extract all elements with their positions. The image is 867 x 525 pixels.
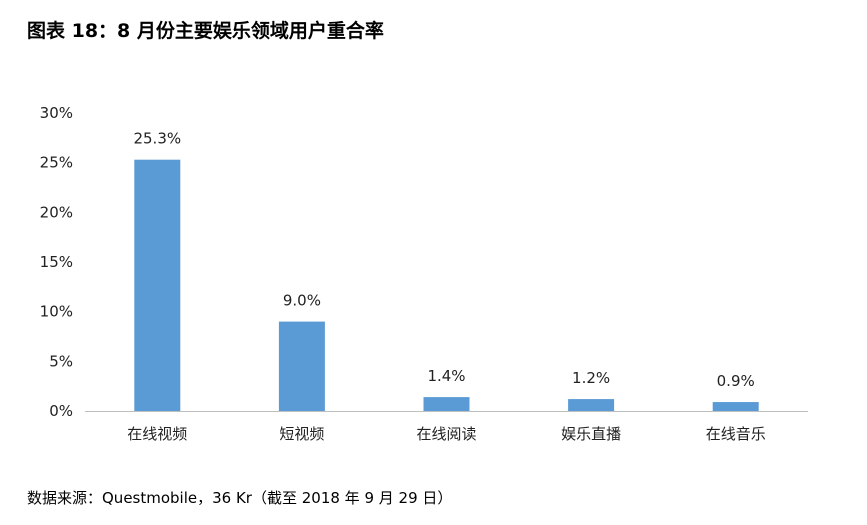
bar	[568, 399, 615, 411]
y-tick-label: 15%	[40, 253, 73, 271]
y-tick-label: 5%	[49, 352, 73, 370]
x-axis-labels: 在线视频 短视频 在线阅读 娱乐直播 在线音乐	[127, 425, 765, 443]
bar	[712, 402, 759, 411]
y-tick-label: 20%	[40, 203, 73, 221]
y-tick-label: 30%	[40, 104, 73, 122]
bars	[134, 159, 759, 411]
chart-title: 图表 18：8 月份主要娱乐领域用户重合率	[27, 20, 384, 42]
source-note: 数据来源：Questmobile，36 Kr（截至 2018 年 9 月 29 …	[27, 489, 453, 507]
bar	[423, 397, 470, 411]
data-label: 1.2%	[572, 369, 610, 387]
data-label: 1.4%	[427, 367, 465, 385]
bar	[134, 159, 181, 411]
data-labels: 25.3% 9.0% 1.4% 1.2% 0.9%	[133, 130, 754, 390]
y-tick-label: 10%	[40, 303, 73, 321]
y-tick-label: 25%	[40, 154, 73, 172]
bar	[278, 321, 325, 411]
x-tick-label: 在线视频	[127, 425, 187, 443]
x-tick-label: 短视频	[279, 425, 324, 443]
y-tick-label: 0%	[49, 402, 73, 420]
data-label: 25.3%	[133, 130, 181, 148]
y-axis-ticks: 0% 5% 10% 15% 20% 25% 30%	[40, 104, 73, 420]
x-tick-label: 在线音乐	[706, 425, 766, 443]
data-label: 0.9%	[717, 372, 755, 390]
x-tick-label: 在线阅读	[416, 425, 476, 443]
data-label: 9.0%	[283, 292, 321, 310]
x-tick-label: 娱乐直播	[561, 425, 621, 443]
